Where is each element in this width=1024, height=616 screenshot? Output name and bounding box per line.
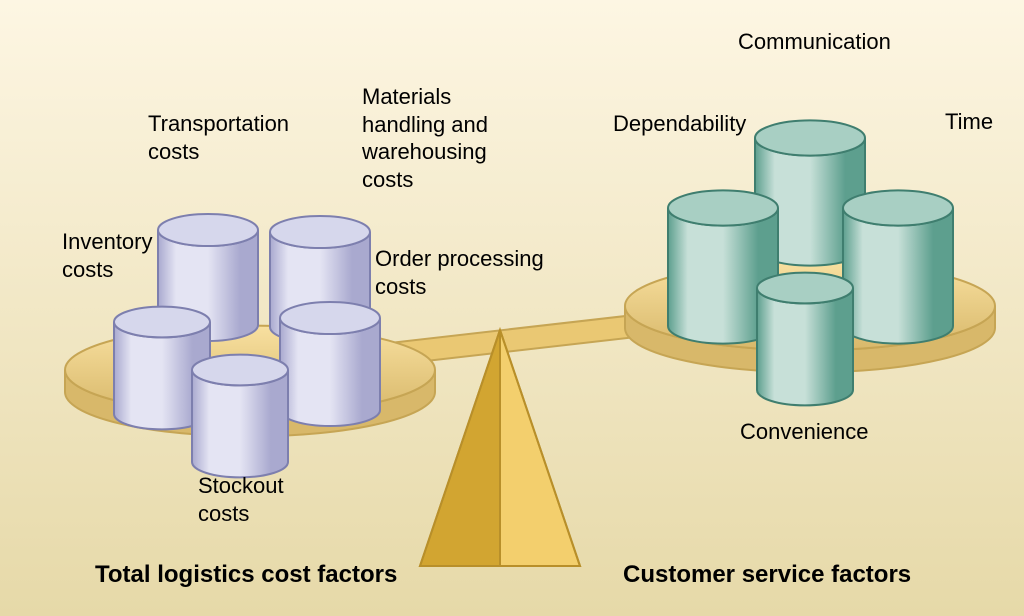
cylinder-top-inventory: [114, 307, 210, 338]
group-title-right: Customer service factors: [623, 560, 911, 590]
scene-svg: [0, 0, 1024, 616]
cylinder-top-stockout: [192, 355, 288, 386]
cylinder-top-transportation: [158, 214, 258, 246]
label-convenience: Convenience: [740, 418, 868, 446]
cylinder-top-communication: [755, 120, 865, 155]
cylinder-top-convenience: [757, 273, 853, 304]
cylinder-time: [843, 208, 953, 344]
cylinder-top-materials: [270, 216, 370, 248]
label-order: Order processing costs: [375, 245, 544, 300]
cylinder-top-time: [843, 190, 953, 225]
cylinder-convenience: [757, 288, 853, 405]
label-inventory: Inventory costs: [62, 228, 153, 283]
label-stockout: Stockout costs: [198, 472, 284, 527]
group-title-left: Total logistics cost factors: [95, 560, 397, 590]
label-time: Time: [945, 108, 993, 136]
label-dependability: Dependability: [613, 110, 746, 138]
label-materials: Materials handling and warehousing costs: [362, 83, 488, 193]
label-transportation: Transportation costs: [148, 110, 289, 165]
label-communication: Communication: [738, 28, 891, 56]
cylinder-top-dependability: [668, 190, 778, 225]
cylinder-top-order: [280, 302, 380, 334]
